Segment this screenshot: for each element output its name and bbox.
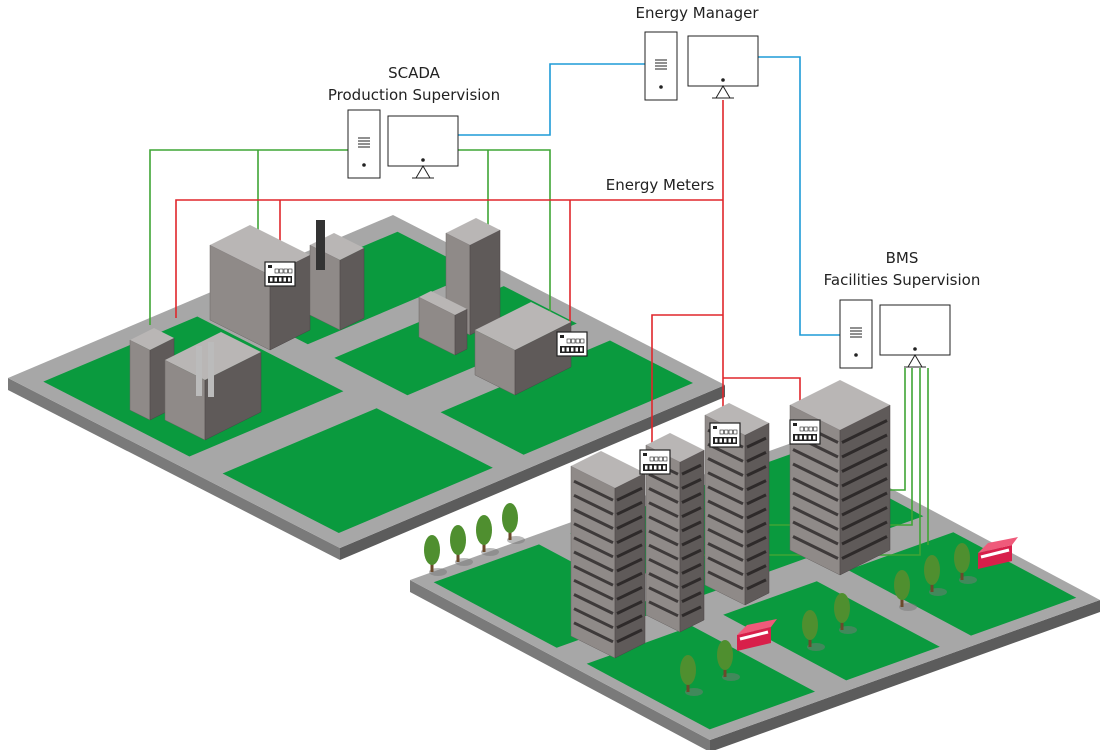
node-subtitle: Facilities Supervision	[824, 271, 981, 289]
network-label: Energy Meters	[606, 176, 715, 194]
monitor-led	[721, 78, 725, 82]
monitor-stand	[416, 166, 430, 178]
meter-cell	[729, 439, 732, 443]
data-link	[756, 57, 840, 335]
monitor-led	[913, 347, 917, 351]
meter-cell	[795, 436, 798, 440]
tree-crown	[424, 535, 440, 565]
meter-cell	[804, 436, 807, 440]
meter-cell	[580, 348, 583, 352]
tree-crown	[954, 543, 970, 573]
server-led	[854, 353, 858, 357]
tree-crown	[717, 640, 733, 670]
meter-cell	[576, 348, 579, 352]
meter-cell	[663, 466, 666, 470]
meter-cell	[800, 436, 803, 440]
meter-cell	[571, 348, 574, 352]
monitor-stand	[716, 86, 730, 98]
meter-led	[713, 426, 717, 429]
tree-crown	[502, 503, 518, 533]
meter-cell	[288, 278, 291, 282]
meter-cell	[270, 278, 273, 282]
meter-cell	[659, 466, 662, 470]
meter-cell	[275, 278, 278, 282]
meter-cell	[567, 348, 570, 352]
meter-cell	[284, 278, 287, 282]
meter-led	[793, 423, 797, 426]
tree-crown	[834, 593, 850, 623]
tree-crown	[476, 515, 492, 545]
tree-crown	[924, 555, 940, 585]
meter-cell	[724, 439, 727, 443]
meter-cell	[645, 466, 648, 470]
tree-crown	[680, 655, 696, 685]
server-led	[362, 163, 366, 167]
node-title: Energy Manager	[635, 4, 759, 22]
building-face	[340, 248, 364, 330]
meter-cell	[720, 439, 723, 443]
meter-led	[560, 335, 564, 338]
building-face	[130, 340, 150, 420]
meter-led	[268, 265, 272, 268]
diagram: Energy Manager SCADA Production Supervis…	[0, 0, 1102, 750]
tree-crown	[802, 610, 818, 640]
page: {"nodes": [ {"title": "Energy Manager"},…	[0, 0, 1102, 750]
monitor-stand	[908, 355, 922, 367]
meter-cell	[279, 278, 282, 282]
chimney	[196, 346, 202, 396]
meter-cell	[733, 439, 736, 443]
building-face	[455, 309, 467, 355]
meter-cell	[650, 466, 653, 470]
monitor-led	[421, 158, 425, 162]
building-face	[470, 230, 500, 335]
ground	[8, 215, 1100, 750]
meter-cell	[809, 436, 812, 440]
chimney	[316, 220, 325, 270]
node-title: SCADA	[388, 64, 441, 82]
node-title: BMS	[886, 249, 919, 267]
server-led	[659, 85, 663, 89]
meter-cell	[562, 348, 565, 352]
meter-cell	[715, 439, 718, 443]
node-subtitle: Production Supervision	[328, 86, 500, 104]
chimney	[208, 342, 214, 397]
tree-crown	[450, 525, 466, 555]
meter-cell	[813, 436, 816, 440]
tree-crown	[894, 570, 910, 600]
meter-led	[643, 453, 647, 456]
meter-cell	[654, 466, 657, 470]
